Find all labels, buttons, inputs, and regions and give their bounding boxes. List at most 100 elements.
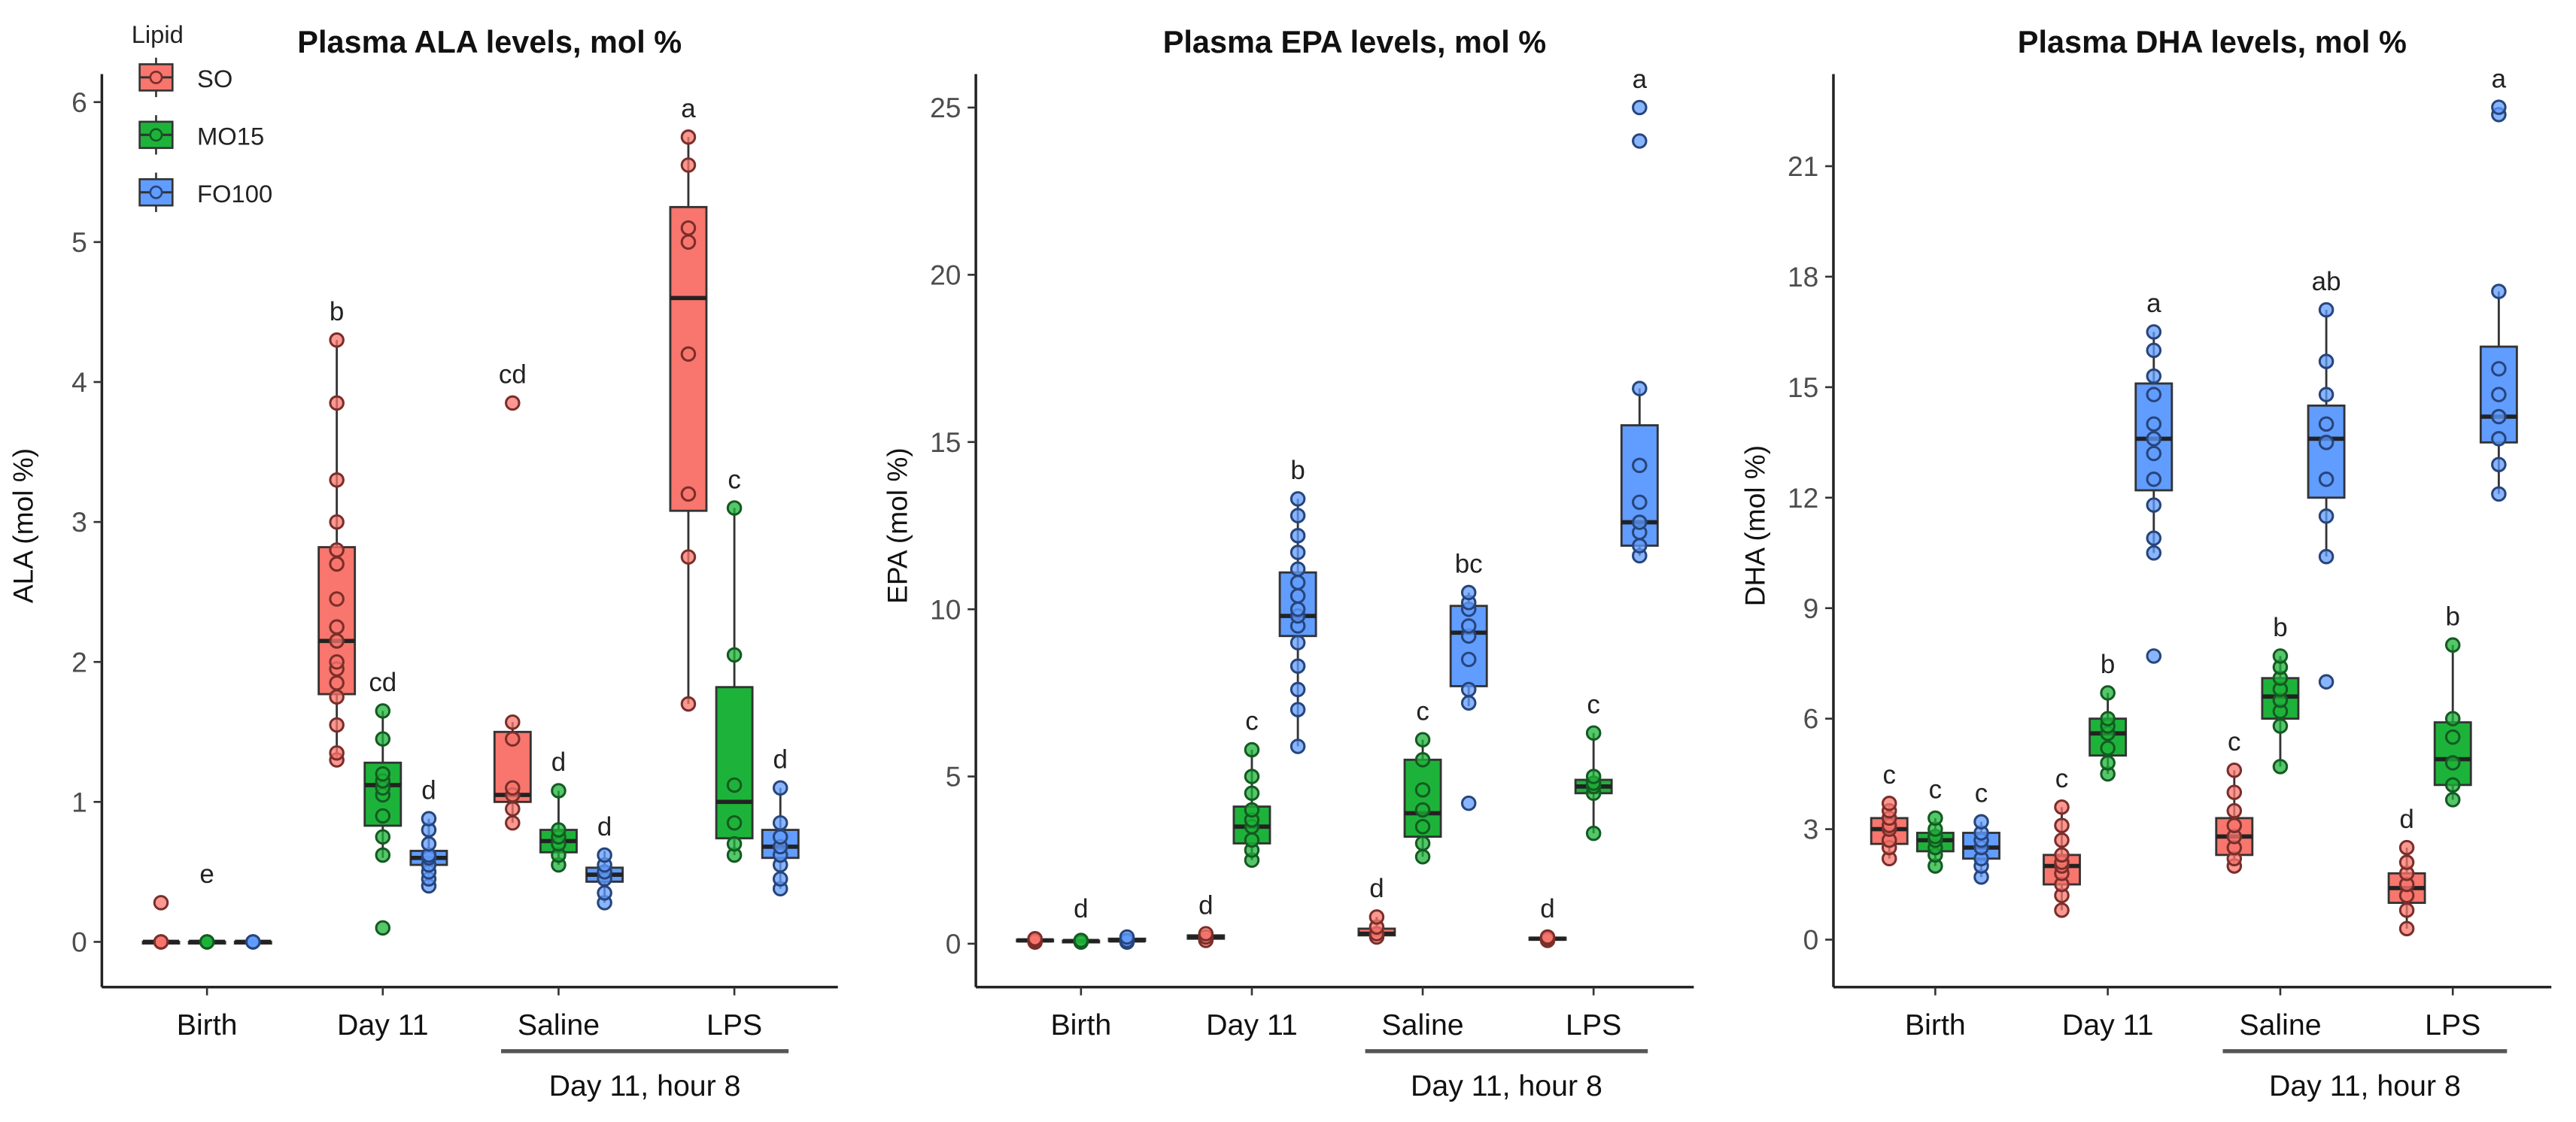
significance-letter: d [1540, 894, 1554, 923]
box-MO15 [1062, 932, 1101, 950]
bracket-label: Day 11, hour 8 [1411, 1069, 1602, 1102]
data-point [680, 129, 697, 145]
data-point [1290, 702, 1306, 717]
x-tick-label: Day 11 [2062, 1008, 2154, 1042]
data-point [1290, 681, 1306, 698]
y-tick-label: 2 [71, 646, 87, 678]
y-tick-label: 0 [1803, 924, 1819, 956]
data-point [375, 703, 391, 719]
legend-item-SO: SO [138, 57, 232, 98]
data-point [2444, 637, 2461, 653]
y-tick-label: 18 [1788, 261, 1818, 293]
box-MO15 [1915, 810, 1955, 874]
significance-letter: bc [1455, 550, 1483, 579]
significance-letter: c [1245, 707, 1258, 736]
data-point [2146, 472, 2162, 487]
data-point [2318, 387, 2334, 402]
box-SO [1528, 929, 1567, 948]
data-point [505, 814, 521, 831]
y-tick-label: 12 [1788, 482, 1818, 514]
data-point [1198, 926, 1214, 942]
y-tick-label: 0 [71, 926, 87, 958]
significance-letter: c [2055, 764, 2068, 793]
significance-letter: b [2101, 650, 2115, 679]
data-point [199, 934, 215, 950]
data-point [245, 934, 261, 950]
box-MO15 [187, 934, 226, 950]
data-point [2491, 408, 2507, 425]
data-point [2398, 854, 2415, 870]
x-tick-label: Saline [518, 1008, 600, 1042]
panel-3: Plasma DHA levels, mol % DHA (mol %) 0 3 6 9 1… [1739, 24, 2552, 1102]
data-point [1414, 752, 1431, 768]
x-tick-label: Day 11 [337, 1008, 429, 1042]
significance-letter: d [1074, 894, 1088, 923]
box-FO100 [233, 934, 272, 950]
data-point [1244, 785, 1260, 802]
data-point [1290, 601, 1306, 617]
significance-letter: d [551, 747, 566, 777]
significance-letter: b [330, 297, 344, 326]
x-tick-label: Birth [1050, 1008, 1111, 1042]
x-tick-label: Day 11 [1206, 1008, 1298, 1042]
data-point [329, 717, 345, 733]
data-point [2318, 472, 2334, 487]
significance-letter: b [2273, 613, 2287, 642]
box-SO [493, 395, 532, 831]
data-point [421, 811, 437, 826]
data-point [2100, 755, 2116, 771]
significance-letter: d [421, 775, 436, 805]
data-point [2146, 342, 2162, 359]
data-point [1414, 802, 1431, 818]
data-point [1244, 741, 1260, 758]
y-tick-label: 25 [930, 92, 961, 123]
data-point [2054, 799, 2070, 815]
data-point [2398, 839, 2415, 856]
box-SO [669, 129, 708, 712]
data-point [1414, 782, 1431, 798]
data-point [2398, 902, 2415, 918]
data-point [726, 647, 743, 663]
bracket-label: Day 11, hour 8 [2269, 1069, 2461, 1102]
data-point [1244, 802, 1260, 818]
data-point [1632, 494, 1648, 511]
data-point [2054, 817, 2070, 833]
box-FO100 [761, 780, 800, 897]
data-point [1368, 909, 1385, 925]
data-point [1290, 738, 1306, 754]
data-point [1585, 769, 1602, 784]
y-tick-label: 10 [930, 593, 961, 625]
data-point [2226, 762, 2243, 778]
data-point [329, 542, 345, 558]
x-tick-label: Birth [177, 1008, 238, 1042]
data-point [1539, 929, 1556, 945]
y-tick-label: 5 [71, 226, 87, 258]
y-tick-label: 21 [1788, 150, 1818, 182]
box-FO100 [409, 811, 448, 894]
significance-letter: a [1633, 65, 1648, 94]
significance-letter: a [2146, 289, 2161, 318]
data-point [1927, 810, 1943, 826]
box-body [715, 686, 754, 840]
box-SO [1357, 909, 1396, 945]
y-tick-label: 1 [71, 786, 87, 817]
box-FO100 [1620, 99, 1659, 564]
data-point [1632, 457, 1648, 474]
data-point [1414, 849, 1431, 865]
panel-2: Plasma EPA levels, mol % EPA (mol %) 0 5 10 1… [881, 24, 1694, 1102]
data-point [2146, 544, 2162, 561]
data-point [2100, 711, 2116, 726]
data-point [2054, 832, 2070, 848]
significance-letter: c [2228, 727, 2240, 757]
box-FO100 [1107, 929, 1147, 950]
data-point [1290, 491, 1306, 507]
data-point [329, 633, 345, 649]
data-point [1414, 835, 1431, 851]
y-tick-label: 15 [1788, 371, 1818, 403]
data-point [2318, 416, 2334, 432]
data-point [2318, 674, 2334, 690]
x-tick-label: LPS [1566, 1008, 1621, 1042]
data-point [551, 822, 567, 838]
data-point [505, 780, 521, 796]
significance-letter: b [1290, 456, 1305, 485]
